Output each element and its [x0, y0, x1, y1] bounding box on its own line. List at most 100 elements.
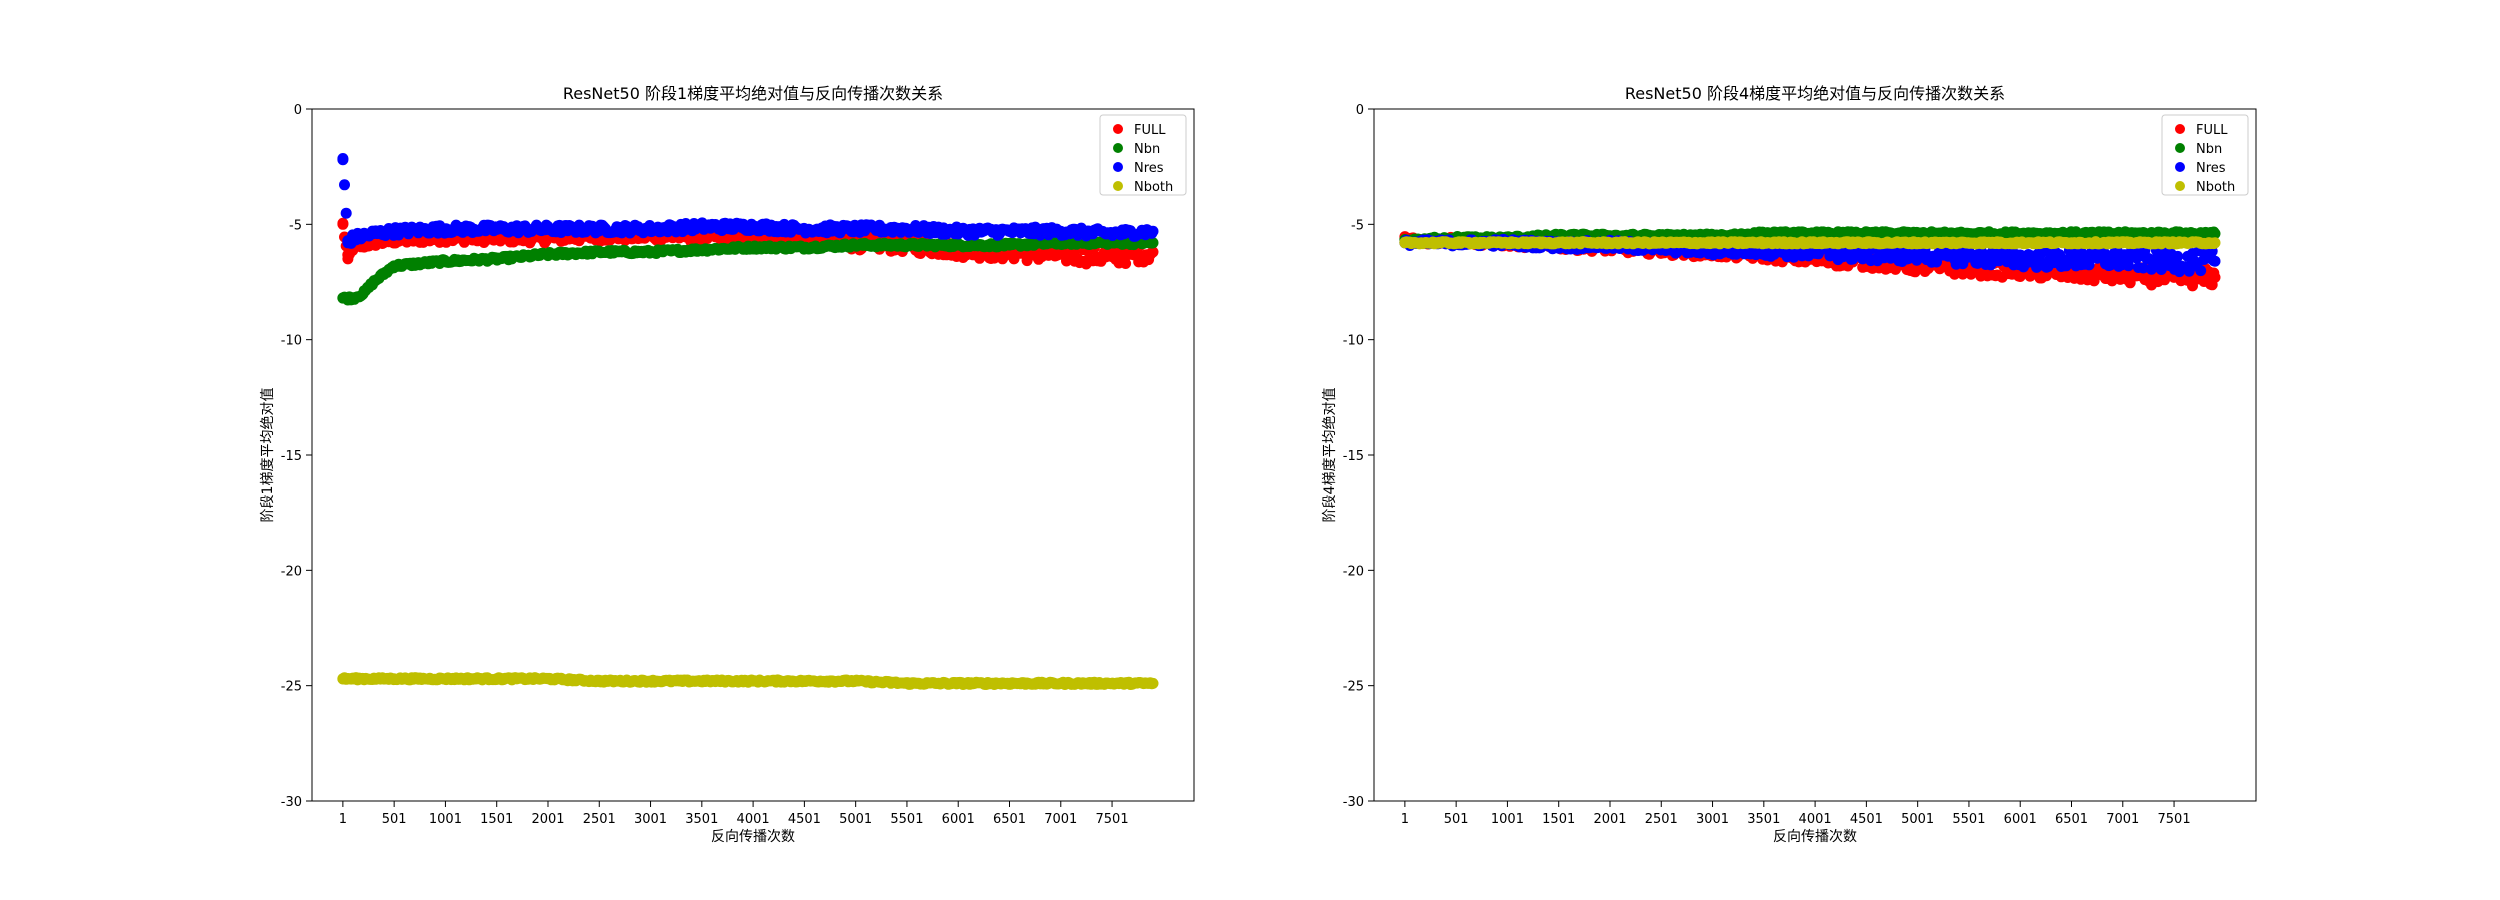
x-tick-label: 7001 [1044, 812, 1077, 827]
data-point [1655, 237, 1667, 249]
data-point [1553, 237, 1565, 249]
legend-label: Nbn [2196, 142, 2222, 157]
data-point [347, 673, 359, 685]
legend-marker [2175, 162, 2185, 172]
data-point [2195, 265, 2207, 277]
y-axis-label: 阶段4梯度平均绝对值 [1322, 388, 1338, 523]
data-point [347, 292, 359, 304]
data-point [644, 246, 656, 258]
data-point [2137, 262, 2149, 274]
data-point [439, 223, 451, 235]
data-point [1003, 677, 1015, 689]
x-tick-label: 1 [1401, 812, 1409, 827]
data-point [1604, 237, 1616, 249]
plot-area [311, 108, 1195, 802]
legend-marker [2175, 181, 2185, 191]
x-tick-label: 3501 [685, 812, 718, 827]
data-point [339, 179, 350, 191]
data-point [1450, 237, 1462, 249]
data-point [1147, 225, 1159, 237]
data-point [388, 225, 400, 237]
data-point [1706, 237, 1718, 249]
y-tick-label: 0 [1356, 103, 1364, 118]
x-tick-label: 6001 [942, 812, 975, 827]
y-tick-label: -15 [281, 449, 302, 464]
y-tick-label: 0 [294, 103, 302, 118]
legend-box [1099, 114, 1187, 196]
data-point [1003, 239, 1015, 251]
data-point [491, 253, 503, 265]
data-point [439, 673, 451, 685]
data-point [337, 218, 349, 230]
y-tick-label: -10 [281, 334, 302, 349]
data-point [798, 241, 810, 253]
legend-label: Nboth [2196, 180, 2235, 195]
data-point [1758, 237, 1770, 249]
data-point [368, 276, 379, 288]
legend-marker [2175, 143, 2185, 153]
x-tick-label: 1 [339, 812, 347, 827]
data-point [1809, 246, 1821, 258]
data-layer [337, 153, 1159, 690]
data-point [1106, 677, 1118, 689]
series-nboth [1399, 236, 2221, 250]
data-point [850, 223, 862, 235]
data-point [2014, 228, 2026, 240]
y-tick-label: -20 [1343, 564, 1364, 579]
legend-marker [1113, 162, 1123, 172]
data-point [1809, 228, 1821, 240]
data-point [388, 260, 400, 272]
data-point [1120, 258, 1132, 269]
data-point [337, 154, 349, 166]
data-point [798, 675, 810, 687]
data-point [1419, 237, 1431, 249]
x-tick-label: 5501 [890, 812, 923, 827]
data-point [1147, 246, 1159, 258]
x-axis-label: 反向传播次数 [711, 829, 795, 845]
data-point [696, 244, 708, 256]
x-tick-label: 2001 [1593, 812, 1626, 827]
x-tick-label: 3001 [1696, 812, 1729, 827]
data-point [1409, 237, 1421, 249]
x-tick-label: 1501 [480, 812, 513, 827]
x-tick-label: 6501 [993, 812, 1026, 827]
legend: FULL Nbn Nres Nboth [1099, 114, 1187, 196]
legend-label: FULL [2196, 123, 2228, 138]
data-point [491, 673, 503, 685]
y-axis-label: 阶段1梯度平均绝对值 [260, 388, 276, 523]
data-point [1055, 248, 1067, 260]
legend-box [2161, 114, 2249, 196]
data-point [2168, 237, 2180, 249]
data-point [2117, 269, 2129, 281]
data-point [1931, 256, 1942, 268]
data-point [1809, 237, 1821, 249]
data-point [1055, 225, 1067, 237]
data-point [1860, 237, 1872, 249]
data-point [747, 221, 759, 233]
y-tick-label: -30 [1343, 795, 1364, 810]
x-tick-label: 3001 [634, 812, 667, 827]
data-point [2209, 255, 2221, 267]
data-point [1106, 251, 1118, 263]
data-point [2168, 255, 2180, 267]
data-point [2209, 271, 2221, 283]
data-point [542, 673, 554, 685]
data-point [491, 223, 503, 235]
data-point [368, 673, 379, 685]
x-tick-label: 1001 [1491, 812, 1524, 827]
data-point [2117, 237, 2129, 249]
data-point [1860, 248, 1872, 260]
x-tick-label: 3501 [1747, 812, 1780, 827]
series-nboth [337, 672, 1159, 690]
x-tick-label: 7501 [2158, 812, 2191, 827]
data-point [1106, 228, 1118, 240]
y-tick-label: -25 [1343, 680, 1364, 695]
x-axis: 1 501 1001 1501 2001 2501 3001 3501 4001 4501 5001… [1401, 801, 2191, 827]
y-tick-label: -25 [281, 680, 302, 695]
data-point [1021, 255, 1033, 267]
data-point [593, 223, 605, 235]
y-tick-label: -20 [281, 564, 302, 579]
data-point [342, 253, 354, 265]
data-point [952, 225, 964, 237]
